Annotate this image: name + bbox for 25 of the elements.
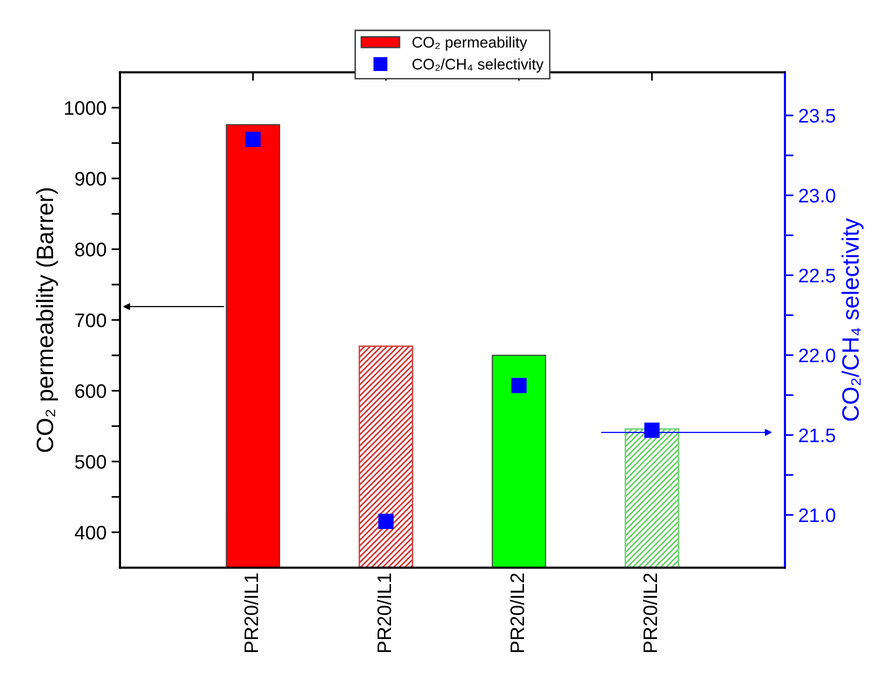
y-tick-label: 800 bbox=[75, 242, 106, 256]
legend-label: CO₂/CH₄ selectivity bbox=[412, 58, 544, 73]
x-tick-label: PR20/IL1 bbox=[376, 573, 392, 652]
y2-axis-title: CO₂/CH₄ selectivity bbox=[842, 218, 864, 421]
y2-tick-label: 23.0 bbox=[799, 188, 836, 203]
y-tick-label: 400 bbox=[74, 526, 106, 540]
y2-tick-label: 22.0 bbox=[799, 348, 836, 362]
y-tick-label: 700 bbox=[75, 313, 106, 328]
y2-tick-label: 21.0 bbox=[799, 508, 836, 522]
y-tick-label: 600 bbox=[75, 384, 106, 398]
y-tick-label: 900 bbox=[75, 172, 106, 186]
y2-tick-label: 22.5 bbox=[799, 268, 836, 282]
point bbox=[511, 378, 527, 394]
point bbox=[245, 132, 261, 148]
point bbox=[644, 422, 660, 438]
x-tick-label: PR20/IL2 bbox=[642, 574, 658, 652]
y-tick-label: 1000 bbox=[65, 101, 106, 115]
y-axis-title: CO₂ permeability (Barrer) bbox=[36, 188, 58, 452]
x-tick-label: PR20/IL1 bbox=[244, 573, 258, 652]
y-tick-label: 500 bbox=[75, 454, 106, 469]
legend-label: CO₂ permeability bbox=[412, 36, 528, 51]
y2-tick-label: 23.5 bbox=[799, 108, 836, 123]
point bbox=[378, 514, 394, 529]
x-tick-label: PR20/IL2 bbox=[510, 574, 524, 652]
y2-tick-label: 21.5 bbox=[799, 428, 836, 442]
